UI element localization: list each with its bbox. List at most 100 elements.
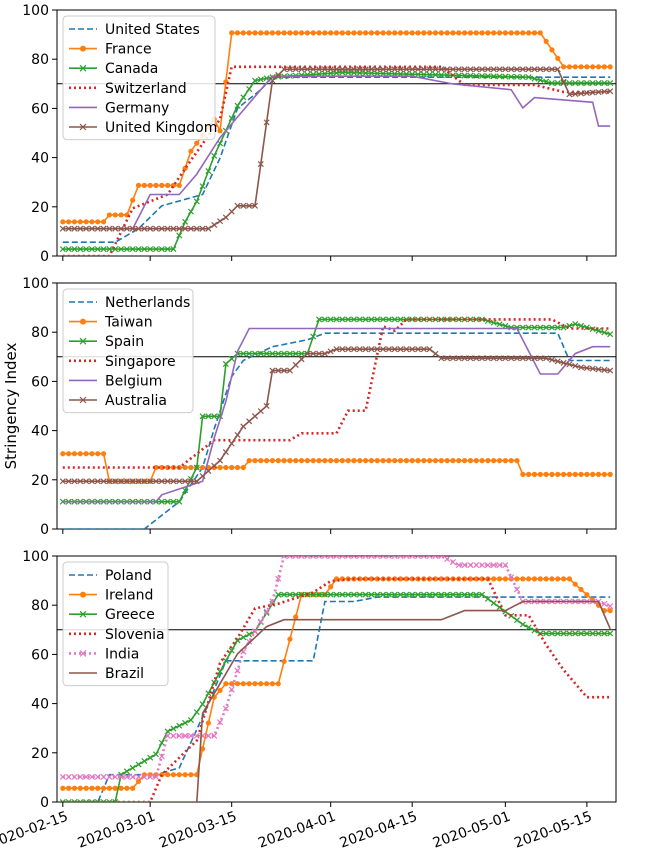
data-point bbox=[217, 128, 223, 134]
data-point bbox=[106, 773, 113, 780]
data-point bbox=[100, 785, 107, 791]
data-point bbox=[228, 208, 235, 215]
data-point bbox=[414, 71, 422, 78]
data-point bbox=[374, 458, 380, 464]
data-point bbox=[525, 624, 532, 631]
data-point bbox=[269, 598, 276, 605]
legend-label: Brazil bbox=[105, 666, 144, 682]
data-point bbox=[286, 367, 293, 374]
data-point bbox=[456, 30, 462, 36]
data-point bbox=[164, 478, 171, 485]
data-point bbox=[333, 316, 340, 323]
data-point bbox=[88, 478, 95, 485]
data-point bbox=[590, 64, 596, 70]
data-point bbox=[152, 478, 160, 485]
data-point bbox=[560, 471, 567, 477]
data-point bbox=[152, 751, 160, 758]
data-point bbox=[409, 458, 415, 464]
data-point bbox=[141, 773, 148, 780]
data-point bbox=[391, 591, 398, 598]
data-point bbox=[583, 80, 590, 87]
data-point bbox=[310, 350, 317, 357]
data-point bbox=[339, 591, 346, 598]
data-point bbox=[351, 458, 357, 464]
data-point bbox=[531, 627, 538, 634]
data-point bbox=[601, 600, 608, 607]
data-point bbox=[106, 798, 113, 802]
y-tick-label: 20 bbox=[31, 746, 49, 762]
data-point bbox=[129, 246, 136, 253]
data-point bbox=[525, 355, 532, 362]
data-point bbox=[187, 208, 194, 215]
data-point bbox=[321, 70, 328, 77]
data-point bbox=[572, 90, 579, 97]
data-point bbox=[321, 556, 328, 560]
data-point bbox=[607, 608, 613, 614]
data-point bbox=[246, 458, 252, 464]
data-point bbox=[427, 30, 433, 36]
data-point bbox=[438, 556, 445, 560]
data-point bbox=[350, 66, 357, 73]
series-line bbox=[62, 76, 611, 243]
data-point bbox=[327, 348, 334, 355]
y-tick-label: 60 bbox=[31, 374, 49, 390]
data-point bbox=[537, 355, 544, 362]
legend-item: India bbox=[69, 646, 139, 662]
data-point bbox=[339, 66, 346, 73]
x-tick-label: 2020-05-01 bbox=[431, 809, 513, 850]
data-point bbox=[286, 350, 293, 357]
data-point bbox=[252, 681, 258, 687]
data-point bbox=[368, 316, 375, 323]
data-point bbox=[601, 329, 608, 336]
data-point bbox=[275, 367, 282, 374]
data-point bbox=[258, 30, 264, 36]
data-point bbox=[566, 80, 573, 87]
data-point bbox=[135, 246, 142, 253]
data-point bbox=[345, 556, 352, 560]
data-point bbox=[252, 458, 258, 464]
data-point bbox=[129, 773, 136, 780]
legend-label: Australia bbox=[105, 393, 167, 409]
data-point bbox=[275, 575, 282, 582]
data-point bbox=[333, 346, 340, 353]
data-point bbox=[444, 458, 450, 464]
data-point bbox=[293, 614, 299, 620]
data-point bbox=[129, 225, 136, 232]
data-point bbox=[520, 471, 526, 477]
data-point bbox=[444, 30, 450, 36]
data-point bbox=[397, 30, 404, 36]
legend-label: United Kingdom bbox=[105, 120, 217, 136]
data-point bbox=[548, 630, 555, 637]
data-point bbox=[508, 73, 515, 80]
data-point bbox=[251, 350, 259, 357]
data-point bbox=[199, 183, 206, 190]
data-point bbox=[467, 66, 474, 73]
data-point bbox=[409, 591, 416, 598]
data-point bbox=[362, 316, 369, 323]
data-point bbox=[462, 30, 468, 36]
data-point bbox=[397, 556, 404, 560]
legend: Netherlands Taiwan Spain Singapore Belgium Au… bbox=[62, 288, 194, 414]
data-point bbox=[438, 316, 445, 323]
data-point bbox=[391, 66, 398, 73]
data-point bbox=[83, 478, 90, 485]
data-point bbox=[298, 30, 305, 36]
data-point bbox=[275, 458, 281, 464]
data-point bbox=[432, 350, 439, 357]
data-point bbox=[583, 364, 590, 372]
legend: Poland Ireland Greece Slovenia India Brazil bbox=[62, 561, 169, 687]
legend-label: Slovenia bbox=[105, 627, 165, 643]
data-point bbox=[234, 30, 241, 36]
legend-item: Slovenia bbox=[69, 627, 165, 643]
data-point bbox=[444, 66, 451, 73]
data-point bbox=[385, 316, 392, 323]
data-point bbox=[368, 591, 375, 598]
data-point bbox=[491, 576, 497, 582]
data-point bbox=[397, 591, 404, 598]
data-point bbox=[264, 458, 270, 464]
data-point bbox=[473, 72, 480, 79]
data-point bbox=[526, 30, 532, 36]
data-point bbox=[479, 355, 486, 362]
data-point bbox=[420, 71, 427, 78]
